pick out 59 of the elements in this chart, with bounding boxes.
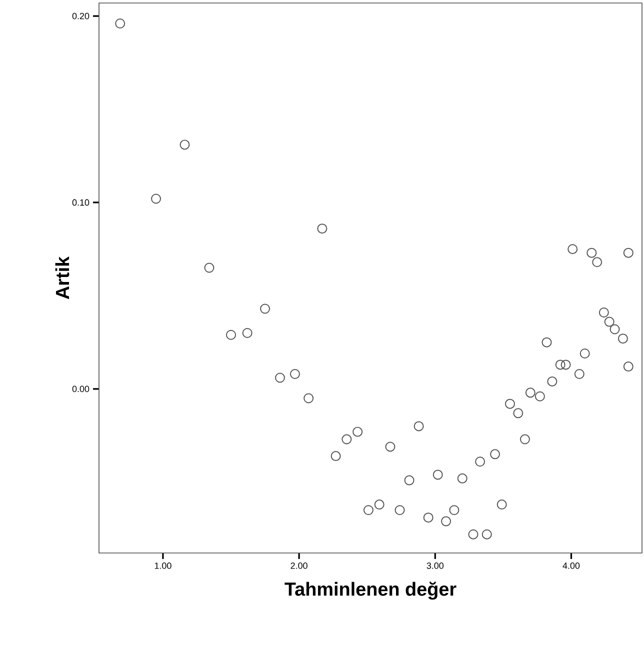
point (513, 408, 524, 418)
point (490, 449, 500, 460)
point (226, 330, 236, 340)
point (592, 257, 602, 268)
point (394, 505, 405, 516)
point (275, 372, 285, 383)
point (374, 500, 384, 510)
point (449, 505, 460, 516)
point (441, 516, 452, 526)
x-tick-label: 4.00 (562, 562, 580, 569)
y-axis-title: Artik (55, 256, 70, 300)
point (574, 369, 584, 380)
point (180, 140, 190, 150)
point (260, 304, 270, 314)
x-tick-label: 3.00 (426, 562, 444, 569)
point (547, 376, 558, 386)
point (568, 244, 578, 254)
point (482, 529, 492, 540)
point (555, 360, 566, 370)
y-tick-label: 0.00 (72, 386, 90, 392)
point (423, 512, 434, 523)
point (304, 393, 314, 404)
point (534, 391, 545, 402)
point (404, 475, 414, 486)
x-axis-title: Tahminlenen değer (284, 582, 456, 600)
point (363, 505, 374, 516)
point (330, 451, 341, 462)
point (290, 369, 300, 380)
point (560, 360, 571, 370)
point (610, 324, 620, 334)
point (520, 434, 530, 444)
point (414, 421, 424, 432)
x-tick-label: 2.00 (290, 562, 308, 569)
y-tick-label: 0.10 (72, 199, 90, 206)
point (623, 362, 634, 372)
x-tick-label: 1.00 (154, 562, 172, 569)
point (468, 529, 478, 540)
point (623, 248, 634, 258)
point (115, 18, 126, 28)
point (317, 224, 328, 234)
point (475, 456, 486, 467)
point (598, 307, 609, 318)
point (457, 473, 468, 484)
point (385, 442, 396, 452)
point (504, 398, 515, 409)
point (618, 334, 628, 344)
point (352, 426, 363, 437)
point (204, 262, 214, 273)
point (586, 248, 597, 258)
point (580, 348, 590, 359)
y-tick-label: 0.20 (72, 12, 90, 20)
point (242, 328, 252, 338)
point (496, 500, 507, 510)
point (342, 434, 352, 444)
point (542, 337, 552, 348)
point (432, 470, 443, 480)
point (604, 316, 614, 327)
point (525, 388, 536, 398)
point (151, 194, 162, 204)
